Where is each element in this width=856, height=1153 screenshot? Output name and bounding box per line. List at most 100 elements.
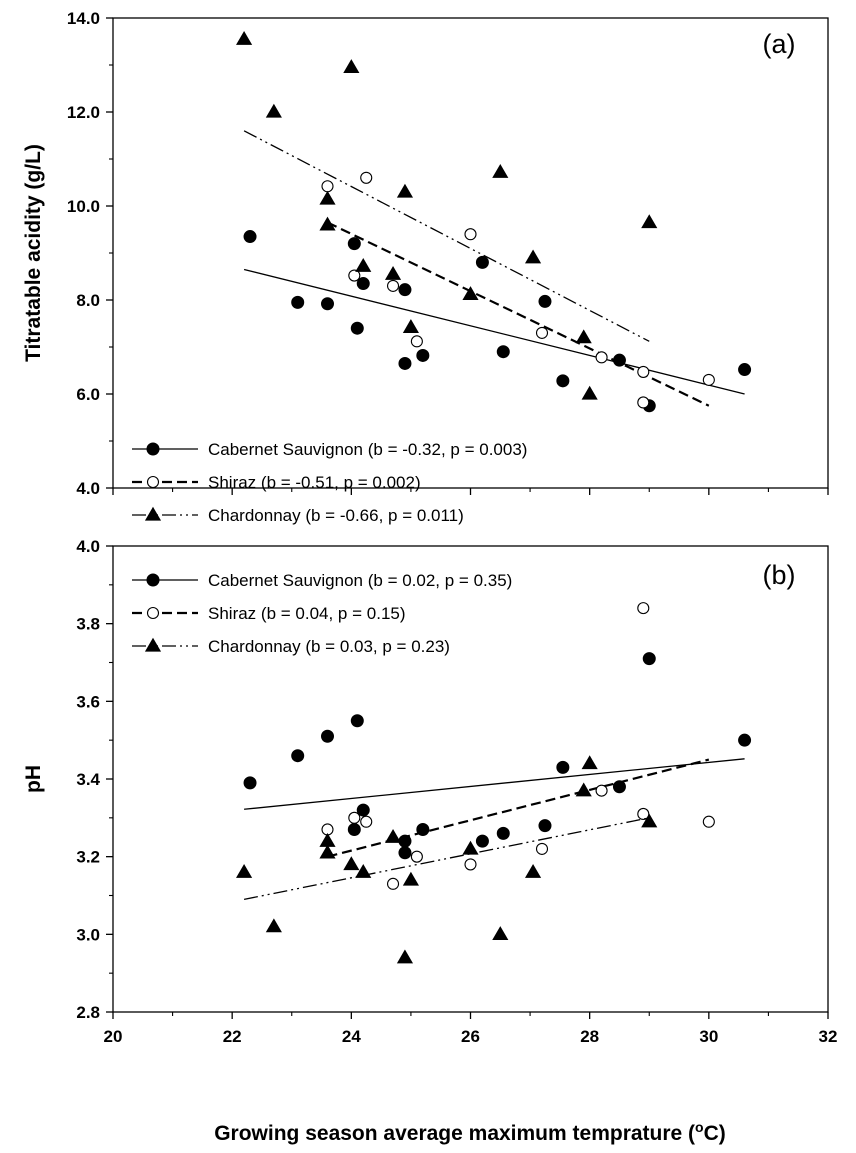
y-tick-label: 6.0 (76, 385, 100, 404)
legend-marker (144, 637, 162, 652)
panel-a: 4.0 6.0 8.0 10.0 12.0 14.0 Titratable acidity … (22, 9, 829, 525)
data-point (321, 729, 334, 743)
data-point (462, 286, 479, 301)
fit-line (243, 130, 650, 342)
data-point (538, 819, 552, 833)
legend-label: Chardonnay (b = -0.66, p = 0.011) (208, 506, 464, 525)
y-tick-label: 3.0 (76, 925, 100, 944)
legend-label: Chardonnay (b = 0.03, p = 0.23) (208, 637, 450, 656)
legend: Cabernet Sauvignon (b = -0.32, p = 0.003… (132, 440, 527, 525)
legend-marker (146, 475, 160, 489)
legend-label: Cabernet Sauvignon (b = -0.32, p = 0.003… (208, 440, 527, 459)
data-point (360, 171, 373, 184)
data-point (360, 815, 373, 828)
x-tick-label: 22 (223, 1027, 242, 1046)
data-point (738, 733, 752, 747)
x-tick-label: 20 (104, 1027, 123, 1046)
data-point (386, 279, 400, 292)
plot-frame (112, 17, 829, 489)
fit-line (243, 817, 650, 901)
data-point (236, 864, 253, 878)
data-point (410, 850, 423, 863)
data-point (402, 319, 419, 333)
y-tick-label: 3.6 (76, 692, 100, 711)
panel-label: (b) (763, 560, 796, 590)
data-point (291, 749, 305, 763)
data-point (321, 297, 334, 311)
data-point (398, 283, 412, 297)
data-point (396, 183, 414, 198)
data-point (496, 826, 510, 840)
data-point (343, 59, 360, 74)
data-point (575, 782, 592, 797)
data-point (496, 345, 510, 359)
legend-label: Cabernet Sauvignon (b = 0.02, p = 0.35) (208, 571, 512, 590)
data-point (348, 269, 361, 282)
y-tick-label: 2.8 (76, 1003, 100, 1022)
x-tick-label: 26 (461, 1027, 480, 1046)
series-2 (321, 171, 715, 409)
x-tick-label: 24 (342, 1027, 361, 1046)
data-point (355, 257, 372, 272)
legend-marker (146, 573, 160, 587)
data-point (347, 822, 361, 836)
data-point (595, 351, 608, 364)
y-tick-label: 8.0 (76, 291, 100, 310)
data-point (641, 214, 658, 229)
data-point (396, 949, 414, 964)
x-axis-title: Growing season average maximum tempratur… (214, 1119, 726, 1145)
data-point (402, 871, 419, 886)
data-point (637, 807, 650, 821)
data-point (581, 755, 598, 770)
data-point (556, 374, 570, 388)
x-tick-label: 28 (580, 1027, 599, 1046)
data-point (356, 803, 370, 817)
fit-line (243, 268, 745, 395)
data-point (575, 329, 592, 344)
series-1 (243, 230, 752, 413)
data-point (355, 864, 372, 878)
data-point (348, 811, 361, 824)
data-point (642, 652, 656, 666)
data-point (243, 776, 257, 790)
data-point (319, 832, 336, 847)
x-tick-label: 30 (699, 1027, 718, 1046)
data-point (410, 335, 423, 348)
y-tick-label: 10.0 (67, 197, 100, 216)
data-point (319, 190, 336, 205)
fit-line (244, 758, 745, 810)
data-point (641, 813, 658, 828)
data-point (464, 228, 477, 241)
legend-label: Shiraz (b = -0.51, p = 0.002) (208, 473, 421, 492)
data-point (556, 760, 570, 774)
data-point (398, 356, 412, 370)
data-point (384, 265, 402, 280)
data-point (291, 295, 305, 309)
legend-marker (146, 606, 160, 620)
data-point (581, 385, 598, 400)
data-point (265, 918, 282, 933)
data-point (464, 858, 477, 871)
data-point (350, 321, 364, 335)
series-3 (236, 30, 658, 400)
data-point (347, 237, 361, 251)
data-point (343, 856, 360, 871)
y-tick-label: 4.0 (76, 479, 100, 498)
data-point (524, 864, 542, 878)
data-point (535, 842, 549, 855)
y-tick-label: 12.0 (67, 103, 100, 122)
y-axis-title: Titratable acidity (g/L) (22, 144, 45, 362)
panel-label: (a) (763, 29, 796, 59)
data-point (384, 829, 402, 843)
data-point (475, 255, 489, 269)
fit-line (327, 221, 710, 407)
legend-marker (146, 442, 160, 456)
data-point (265, 103, 282, 118)
data-point (535, 326, 549, 339)
data-point (475, 834, 489, 848)
data-point (595, 784, 608, 797)
legend: Cabernet Sauvignon (b = 0.02, p = 0.35) S… (132, 571, 512, 656)
data-point (356, 277, 370, 291)
data-point (738, 363, 752, 377)
data-point (637, 365, 650, 378)
